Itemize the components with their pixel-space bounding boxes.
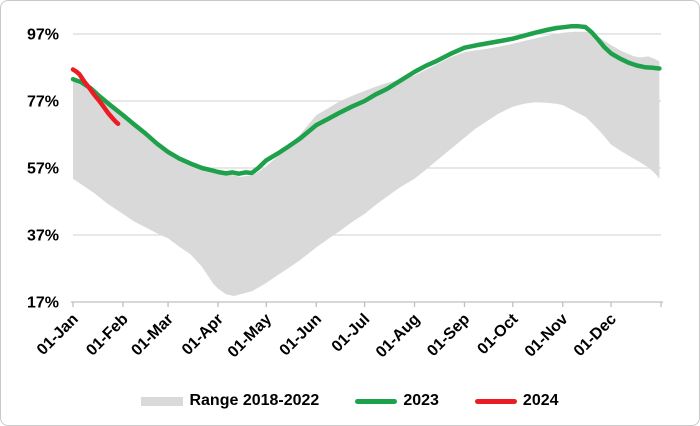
legend-label-2024: 2024	[522, 392, 559, 409]
x-tick-label: 01-Sep	[424, 311, 473, 360]
legend-label-2023: 2023	[403, 392, 439, 409]
x-tick-label: 01-Jan	[34, 311, 82, 359]
y-tick-label: 17%	[27, 295, 59, 312]
legend-label-range: Range 2018-2022	[189, 392, 320, 409]
line-2023	[70, 24, 662, 176]
x-tick-label: 01-Jul	[329, 311, 374, 356]
y-tick-label: 97%	[27, 27, 59, 44]
legend-item-2023: 2023	[355, 392, 439, 410]
y-tick-label: 37%	[27, 228, 59, 245]
x-tick-label: 01-Jun	[277, 311, 325, 359]
range-band-area	[73, 31, 660, 296]
x-tick-label: 01-May	[225, 311, 275, 361]
chart-legend: Range 2018-2022 2023 2024	[1, 387, 699, 415]
y-tick-label: 57%	[27, 161, 59, 178]
x-tick-label: 01-Nov	[522, 311, 572, 361]
x-tick-label: 01-Apr	[179, 311, 227, 359]
x-tick-label: 01-Mar	[128, 311, 176, 359]
range-band-swatch	[141, 396, 184, 406]
x-tick-label: 01-Feb	[83, 311, 132, 360]
line-2023-swatch	[355, 398, 398, 404]
legend-item-2024: 2024	[474, 392, 559, 410]
x-tick-label: 01-Oct	[474, 310, 522, 358]
line-2024-swatch	[474, 398, 517, 404]
line-2024	[70, 67, 121, 127]
x-tick-label: 01-Dec	[571, 311, 620, 360]
legend-item-range: Range 2018-2022	[141, 392, 319, 410]
x-tick-label: 01-Aug	[373, 311, 423, 361]
y-tick-label: 77%	[27, 94, 59, 111]
